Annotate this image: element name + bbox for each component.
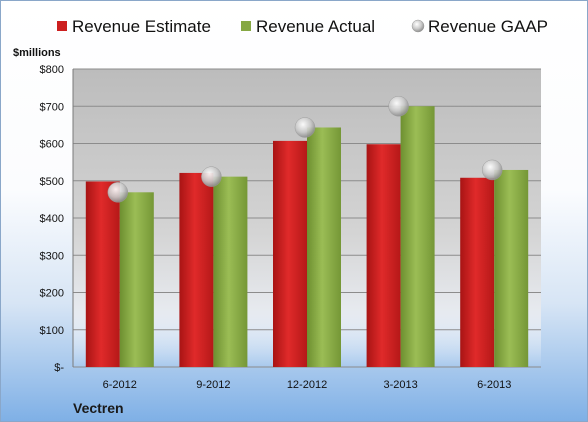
bar-revenue-actual	[494, 169, 529, 367]
y-tick-label: $400	[40, 213, 64, 225]
bar-revenue-estimate	[85, 181, 120, 367]
y-tick-label: $500	[40, 176, 64, 188]
bar-revenue-estimate	[273, 140, 307, 367]
legend: Revenue Estimate Revenue Actual Revenue GA…	[57, 17, 548, 36]
y-tick-label: $100	[40, 325, 64, 337]
bar-series	[85, 106, 529, 367]
marker-revenue-gaap	[201, 166, 222, 187]
bar-revenue-estimate	[366, 144, 401, 367]
x-tick-label: 3-2013	[383, 379, 417, 391]
y-tick-label: $600	[40, 139, 64, 151]
marker-revenue-gaap	[481, 159, 503, 181]
company-label: Vectren	[73, 400, 124, 416]
bar-revenue-actual	[119, 192, 154, 367]
marker-revenue-gaap	[388, 96, 409, 117]
x-tick-label: 6-2012	[103, 379, 137, 391]
legend-label: Revenue Estimate	[72, 17, 211, 36]
y-tick-label: $800	[40, 64, 64, 76]
y-axis: $- $100 $200 $300 $400 $500 $600 $700 $800	[40, 64, 74, 374]
bar-revenue-estimate	[460, 177, 495, 367]
x-tick-label: 6-2013	[477, 379, 511, 391]
bar-revenue-actual	[307, 127, 341, 367]
y-tick-label: $200	[40, 288, 64, 300]
marker-revenue-gaap	[107, 182, 129, 203]
x-tick-label: 12-2012	[287, 379, 327, 391]
legend-swatch	[411, 19, 425, 33]
y-tick-label: $700	[40, 101, 64, 113]
bar-revenue-estimate	[179, 172, 214, 367]
bar-revenue-actual	[213, 176, 248, 367]
y-tick-label: $300	[40, 250, 64, 262]
legend-swatch	[241, 21, 251, 31]
y-tick-label: $-	[54, 362, 64, 374]
x-tick-label: 9-2012	[196, 379, 230, 391]
legend-label: Revenue Actual	[256, 17, 375, 36]
legend-label: Revenue GAAP	[428, 17, 548, 36]
unit-label: $millions	[13, 47, 61, 59]
legend-swatch	[57, 21, 67, 31]
gaap-markers	[107, 96, 503, 203]
x-axis: 6-2012 9-2012 12-2012 3-2013 6-2013	[103, 379, 512, 391]
bar-revenue-actual	[400, 106, 435, 367]
marker-revenue-gaap	[294, 117, 316, 138]
